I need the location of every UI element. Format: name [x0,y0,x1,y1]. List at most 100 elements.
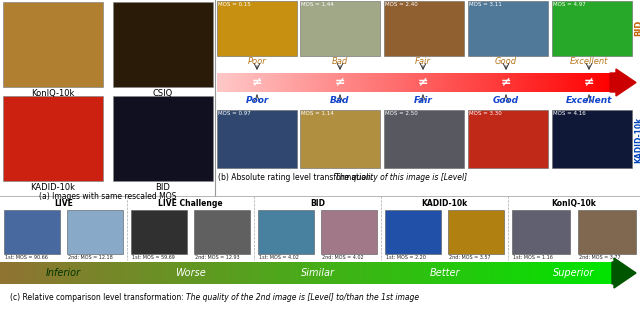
FancyBboxPatch shape [369,73,371,92]
FancyBboxPatch shape [542,73,544,92]
FancyBboxPatch shape [355,262,358,284]
FancyBboxPatch shape [535,73,537,92]
FancyBboxPatch shape [304,262,307,284]
Text: Bad: Bad [330,96,349,105]
FancyBboxPatch shape [228,73,230,92]
FancyBboxPatch shape [222,73,224,92]
FancyBboxPatch shape [399,73,401,92]
FancyBboxPatch shape [588,73,589,92]
FancyBboxPatch shape [77,262,80,284]
FancyBboxPatch shape [541,73,542,92]
FancyBboxPatch shape [555,73,557,92]
FancyBboxPatch shape [480,73,482,92]
FancyBboxPatch shape [349,262,351,284]
FancyBboxPatch shape [508,262,511,284]
FancyBboxPatch shape [470,73,472,92]
Text: Inferior: Inferior [46,268,81,278]
FancyBboxPatch shape [265,262,268,284]
FancyBboxPatch shape [355,73,356,92]
FancyBboxPatch shape [524,262,527,284]
FancyBboxPatch shape [67,262,70,284]
FancyBboxPatch shape [477,73,479,92]
FancyBboxPatch shape [285,262,288,284]
FancyBboxPatch shape [57,262,60,284]
FancyBboxPatch shape [328,73,330,92]
FancyBboxPatch shape [554,73,556,92]
FancyBboxPatch shape [347,73,349,92]
FancyBboxPatch shape [598,262,600,284]
FancyBboxPatch shape [292,262,294,284]
FancyBboxPatch shape [306,262,308,284]
FancyBboxPatch shape [555,262,557,284]
FancyBboxPatch shape [457,262,460,284]
FancyBboxPatch shape [225,73,227,92]
FancyBboxPatch shape [418,262,420,284]
FancyBboxPatch shape [110,262,113,284]
FancyBboxPatch shape [548,73,550,92]
Text: MOS = 2.40: MOS = 2.40 [385,2,418,7]
FancyBboxPatch shape [471,73,473,92]
FancyBboxPatch shape [600,73,602,92]
FancyBboxPatch shape [333,73,335,92]
FancyBboxPatch shape [474,73,476,92]
FancyBboxPatch shape [372,73,373,92]
FancyBboxPatch shape [412,262,415,284]
FancyBboxPatch shape [381,73,383,92]
FancyBboxPatch shape [525,73,527,92]
FancyBboxPatch shape [539,262,541,284]
FancyBboxPatch shape [96,262,99,284]
FancyBboxPatch shape [356,73,358,92]
FancyBboxPatch shape [568,73,570,92]
Text: LIVE Challenge: LIVE Challenge [158,199,223,208]
FancyBboxPatch shape [429,73,431,92]
FancyBboxPatch shape [589,262,592,284]
FancyBboxPatch shape [385,73,387,92]
Text: (b) Absolute rating level transformation:: (b) Absolute rating level transformation… [218,173,376,182]
FancyBboxPatch shape [426,73,427,92]
FancyBboxPatch shape [228,262,231,284]
FancyBboxPatch shape [557,73,559,92]
FancyBboxPatch shape [444,73,445,92]
FancyBboxPatch shape [153,262,156,284]
FancyBboxPatch shape [250,73,252,92]
FancyBboxPatch shape [588,262,590,284]
FancyBboxPatch shape [348,73,350,92]
FancyBboxPatch shape [352,73,354,92]
FancyBboxPatch shape [172,262,174,284]
Text: Better: Better [429,268,460,278]
Text: ≠: ≠ [335,76,345,89]
FancyBboxPatch shape [294,262,296,284]
FancyBboxPatch shape [520,73,522,92]
FancyBboxPatch shape [406,262,408,284]
FancyBboxPatch shape [19,262,21,284]
FancyBboxPatch shape [300,73,301,92]
FancyBboxPatch shape [308,73,310,92]
FancyBboxPatch shape [424,73,426,92]
FancyBboxPatch shape [481,262,484,284]
FancyBboxPatch shape [267,73,269,92]
FancyBboxPatch shape [417,73,419,92]
FancyBboxPatch shape [237,262,239,284]
FancyBboxPatch shape [402,73,404,92]
FancyBboxPatch shape [189,262,192,284]
FancyBboxPatch shape [217,73,219,92]
FancyBboxPatch shape [530,73,532,92]
FancyBboxPatch shape [531,73,533,92]
FancyBboxPatch shape [543,73,545,92]
FancyBboxPatch shape [467,262,470,284]
FancyBboxPatch shape [388,73,390,92]
Text: KADID-10k: KADID-10k [634,117,640,163]
FancyBboxPatch shape [526,262,529,284]
FancyBboxPatch shape [322,73,324,92]
FancyBboxPatch shape [106,262,109,284]
FancyBboxPatch shape [540,73,541,92]
FancyBboxPatch shape [278,262,280,284]
FancyBboxPatch shape [438,262,441,284]
FancyBboxPatch shape [559,73,561,92]
FancyBboxPatch shape [170,262,172,284]
FancyBboxPatch shape [151,262,154,284]
FancyBboxPatch shape [319,73,321,92]
FancyBboxPatch shape [328,262,331,284]
FancyBboxPatch shape [385,262,388,284]
FancyBboxPatch shape [269,73,271,92]
